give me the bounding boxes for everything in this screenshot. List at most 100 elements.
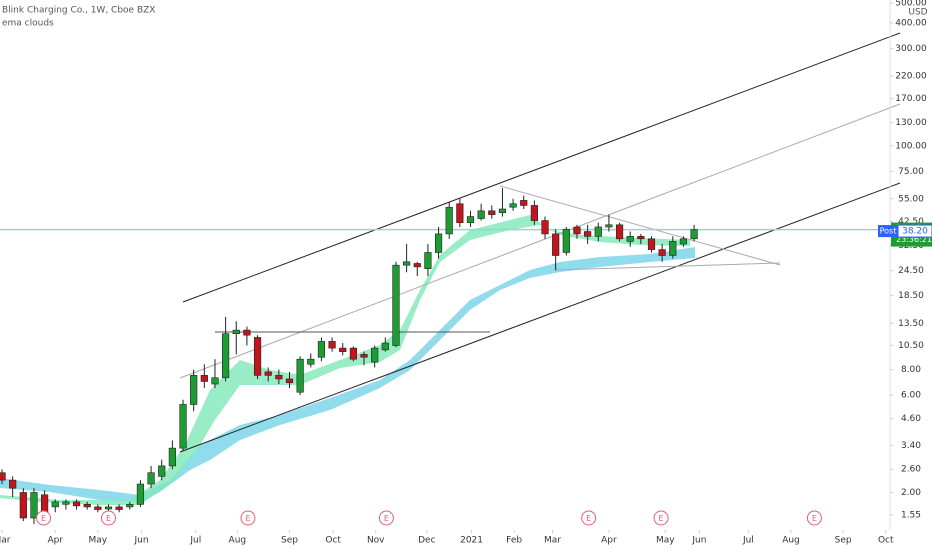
triangle-bottom [554, 262, 781, 271]
candle-body [530, 205, 538, 221]
candle-body [136, 483, 145, 505]
x-tick-label: May [89, 536, 108, 546]
candle-body [434, 233, 443, 253]
candle-body [9, 479, 17, 489]
candle-body [637, 236, 645, 240]
x-tick-label: Aug [229, 536, 247, 546]
candle-body [605, 224, 613, 228]
candle-body [626, 236, 634, 242]
candle-body [328, 341, 336, 349]
candle-body [317, 341, 326, 358]
y-tick-label: 13.50 [898, 319, 924, 329]
candle-body [594, 226, 602, 237]
x-tick-label: Apr [601, 536, 617, 546]
candle-body [211, 377, 219, 385]
candle-body [669, 241, 677, 256]
x-tick-label: 2021 [460, 536, 483, 546]
candle-body [200, 375, 208, 382]
candle-body [147, 472, 155, 485]
y-tick-label: 3.40 [901, 441, 921, 451]
candle-body [253, 337, 262, 376]
candle-body [477, 210, 485, 219]
y-tick-label: 4.60 [901, 414, 921, 424]
candle-body [647, 238, 656, 250]
candle-body [498, 208, 507, 213]
candle-body [296, 358, 304, 393]
x-tick-label: Jul [742, 536, 754, 546]
candle-body [72, 501, 81, 507]
candle-body [403, 261, 411, 266]
candle-body [104, 506, 113, 510]
indicator-name: ema clouds [2, 19, 54, 29]
candle-body [658, 249, 666, 256]
candle-body [51, 501, 59, 508]
y-tick-label: 42.50 [898, 217, 924, 227]
x-tick-label: Mar [544, 536, 561, 546]
candle-body [562, 228, 570, 253]
candle-body [413, 263, 421, 268]
candle-body [466, 216, 475, 223]
candle-body [381, 342, 389, 351]
earnings-label: E [41, 514, 46, 523]
y-tick-label: 2.00 [901, 488, 921, 498]
candle-body [190, 375, 198, 405]
chart-title: Blink Charging Co., 1W, Cboe BZX [2, 6, 155, 16]
candle-body [339, 347, 347, 352]
candle-body [62, 501, 70, 505]
y-tick-label: 500.00 [895, 0, 927, 9]
candle-body [275, 375, 283, 380]
candle-body [371, 347, 379, 363]
earnings-marker [100, 510, 116, 526]
x-tick-label: Jun [133, 536, 148, 546]
earnings-label: E [586, 514, 591, 523]
currency: USD [908, 8, 927, 18]
candle-body [690, 229, 698, 240]
x-tick-label: Oct [325, 536, 341, 546]
post-tag [878, 225, 898, 238]
candle-body [307, 358, 315, 365]
y-tick-label: 300.00 [895, 44, 927, 54]
candle-body [509, 203, 517, 208]
countdown-label: 23:36:21 [896, 235, 932, 244]
candle-body [243, 329, 251, 336]
x-tick-label: Sep [281, 536, 298, 546]
x-tick-label: Mar [0, 536, 11, 546]
x-tick-label: Apr [47, 536, 63, 546]
fast-cloud [0, 215, 690, 505]
post-price-tag [897, 224, 932, 238]
candle-body [19, 492, 27, 519]
candle-body [349, 347, 357, 360]
x-tick-label: Dec [418, 536, 435, 546]
y-tick-label: 6.00 [901, 391, 921, 401]
candle-body [615, 224, 624, 240]
candle-body [573, 226, 581, 235]
ema-clouds [0, 215, 695, 505]
earnings-marker [240, 510, 256, 526]
y-tick-label: 220.00 [895, 71, 927, 81]
earnings-label: E [659, 514, 664, 523]
earnings-label: E [106, 514, 111, 523]
candle-body [0, 472, 6, 481]
candle-body [520, 200, 528, 206]
candle-body [456, 203, 464, 223]
earnings-label: E [384, 514, 389, 523]
candle-body [168, 447, 176, 467]
post-price-label: 38.20 [902, 227, 928, 237]
candle-body [424, 252, 432, 269]
candle-body [552, 233, 560, 256]
earnings-marker [653, 510, 669, 526]
x-tick-label: Jul [189, 536, 201, 546]
post-label: Post [880, 227, 897, 236]
earnings-label: E [245, 514, 250, 523]
candle-body [83, 504, 91, 508]
y-tick-label: 2.60 [901, 465, 921, 475]
candle-body [264, 371, 272, 376]
y-tick-label: 55.00 [898, 194, 924, 204]
earnings-label: E [812, 514, 817, 523]
candle-body [232, 329, 240, 334]
x-tick-label: Aug [782, 536, 800, 546]
channel-lower [179, 182, 901, 453]
x-tick-label: Jun [691, 536, 706, 546]
candle-body [488, 210, 496, 215]
y-tick-label: 170.00 [895, 94, 927, 104]
